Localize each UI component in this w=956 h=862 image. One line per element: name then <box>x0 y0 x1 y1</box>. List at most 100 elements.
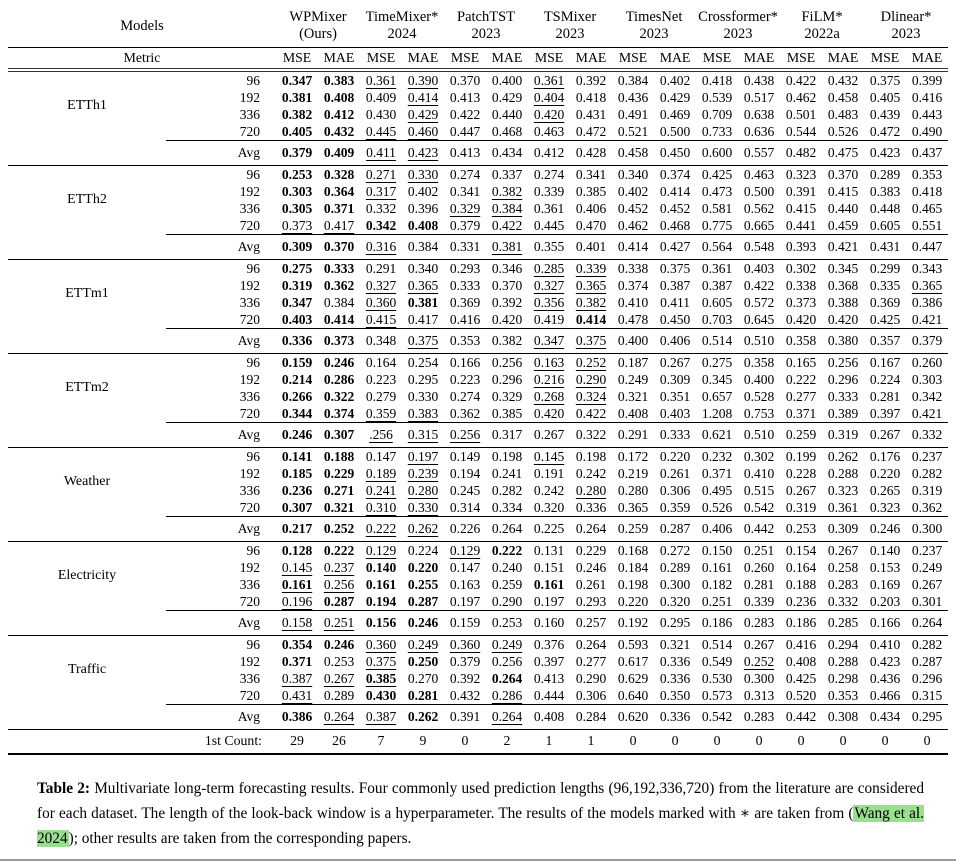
metric-cell: 0.145 <box>281 560 313 575</box>
metric-cell: 0.564 <box>696 234 739 260</box>
horizon-label: 336 <box>239 671 260 686</box>
metric-cell: 0.277 <box>575 654 607 669</box>
metric-cell: 0.353 <box>827 688 859 703</box>
metric-cell: 0.379 <box>276 140 318 166</box>
metric-cell: 0.437 <box>906 140 949 166</box>
metric-cell: 0.264 <box>318 704 360 730</box>
metric-cell: 0.430 <box>365 107 397 122</box>
metric-cell: 0.425 <box>869 312 901 327</box>
metric-cell: 0.382 <box>491 184 523 199</box>
metric-cell: 0.196 <box>281 594 313 609</box>
metric-cell: 0.319 <box>785 500 817 515</box>
metric-cell: 0.359 <box>365 406 397 421</box>
model-header-crossformer: Crossformer* 2023 <box>696 6 781 48</box>
metric-cell: 0.528 <box>743 389 775 404</box>
metric-cell: 0.302 <box>785 261 817 276</box>
metric-cell: 0.253 <box>281 167 313 182</box>
horizon-label: 336 <box>239 107 260 122</box>
data-row-electricity-720: 720 0.196 0.287 0.194 0.287 0.197 0.290 0.197 0.… <box>8 593 948 611</box>
metric-cell: 0.361 <box>533 201 565 216</box>
metric-cell: 0.259 <box>612 516 655 542</box>
metric-cell: 0.150 <box>701 543 733 558</box>
metric-cell: 0.390 <box>407 73 439 88</box>
metric-cell: 0.333 <box>654 422 697 448</box>
metric-cell: 0.353 <box>444 328 486 354</box>
metric-col-mae-7: MAE <box>911 50 943 65</box>
metric-cell: 0.408 <box>528 704 570 730</box>
models-header-row: Models WPMixer (Ours) TimeMixer* 2024 PatchTS… <box>8 6 949 48</box>
metric-cell: 0.343 <box>911 261 943 276</box>
metric-cell: 0.344 <box>281 406 313 421</box>
metric-cell: 0.194 <box>365 594 397 609</box>
metric-cell: 0.222 <box>785 372 817 387</box>
dataset-name-traffic: Traffic <box>67 662 107 678</box>
metric-cell: 0.241 <box>491 466 523 481</box>
metric-cell: 0.384 <box>491 201 523 216</box>
metric-cell: 0.350 <box>659 688 691 703</box>
metric-cell: 0.282 <box>911 466 943 481</box>
horizon-label: 336 <box>239 389 260 404</box>
horizon-label: 96 <box>246 355 261 370</box>
metric-col-mse-2: MSE <box>450 50 480 65</box>
data-row-etth2-96: ETTh2 96 0.253 0.328 0.271 0.330 0.274 0.337 0.2… <box>8 166 948 207</box>
metric-cell: 0.383 <box>407 406 439 421</box>
metric-cell: 0.442 <box>780 704 823 730</box>
metric-cell: 0.386 <box>276 704 318 730</box>
metric-cell: 0.336 <box>659 654 691 669</box>
metric-cell: 0.317 <box>365 184 397 199</box>
metric-label: Metric <box>123 50 161 65</box>
metric-cell: 0.399 <box>911 73 943 88</box>
horizon-label: 96 <box>246 73 261 88</box>
metric-cell: 0.413 <box>533 671 565 686</box>
metric-cell: 0.478 <box>617 312 649 327</box>
metric-cell: 0.384 <box>323 295 355 310</box>
metric-cell: 0.237 <box>911 449 943 464</box>
metric-cell: 0.336 <box>659 671 691 686</box>
metric-cell: 0.371 <box>785 406 817 421</box>
data-row-electricity-192: 192 0.145 0.237 0.140 0.220 0.147 0.240 0.151 0.… <box>8 559 948 576</box>
metric-cell: 0.249 <box>911 560 943 575</box>
metric-cell: 0.422 <box>449 107 481 122</box>
metric-cell: 0.452 <box>659 201 691 216</box>
metric-cell: 0.249 <box>617 372 649 387</box>
metric-cell: 0.422 <box>491 218 523 233</box>
metric-cell: 0.362 <box>323 278 355 293</box>
metric-cell: 0.593 <box>617 637 649 652</box>
metric-cell: 0.330 <box>407 500 439 515</box>
metric-cell: 0.256 <box>323 577 355 592</box>
metric-cell: 0.310 <box>365 500 397 515</box>
metric-cell: 0.288 <box>827 466 859 481</box>
model-header-film: FiLM* 2022a <box>780 6 865 48</box>
metric-cell: 0.548 <box>738 234 781 260</box>
metric-cell: 0.324 <box>575 389 607 404</box>
horizon-label: 720 <box>239 688 260 703</box>
first-count-value: 1 <box>528 729 570 755</box>
metric-cell: 0.361 <box>701 261 733 276</box>
first-count-value: 1 <box>570 729 613 755</box>
metric-col-mse-4: MSE <box>618 50 648 65</box>
metric-cell: 0.339 <box>533 184 565 199</box>
model-name: WPMixer <box>289 9 347 25</box>
metric-cell: 0.450 <box>659 312 691 327</box>
metric-cell: 0.418 <box>701 73 733 88</box>
data-row-traffic-96: Traffic 96 0.354 0.246 0.360 0.249 0.360 0.249 0… <box>8 636 948 677</box>
metric-cell: 0.240 <box>491 560 523 575</box>
metric-cell: 0.290 <box>491 594 523 609</box>
metric-cell: 0.392 <box>449 671 481 686</box>
metric-cell: 0.539 <box>701 90 733 105</box>
metric-cell: 0.501 <box>785 107 817 122</box>
caption-label: Table 2: <box>37 780 90 797</box>
metric-cell: 0.274 <box>533 167 565 182</box>
metric-cell: 0.357 <box>864 328 907 354</box>
metric-cell: 0.472 <box>575 124 607 139</box>
metric-cell: 0.224 <box>869 372 901 387</box>
metric-cell: 0.197 <box>533 594 565 609</box>
metric-cell: 0.408 <box>617 406 649 421</box>
metric-cell: 0.441 <box>785 218 817 233</box>
metric-cell: 0.414 <box>575 312 607 327</box>
metric-cell: 0.257 <box>570 610 613 636</box>
metric-cell: 0.510 <box>738 328 781 354</box>
metric-cell: 0.415 <box>827 184 859 199</box>
metric-cell: 0.267 <box>659 355 691 370</box>
metric-cell: 0.397 <box>533 654 565 669</box>
